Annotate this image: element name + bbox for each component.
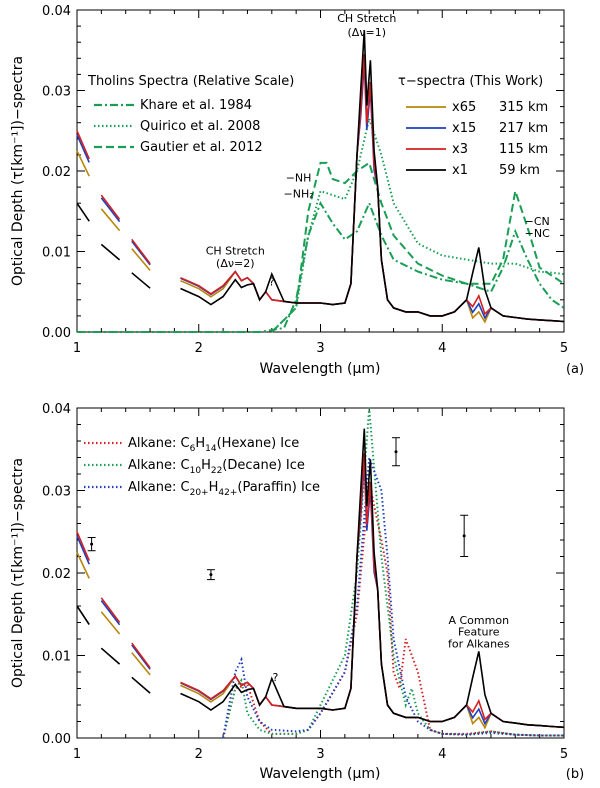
series-x1-line-b	[100, 647, 121, 665]
legend-factor-x1: x1	[452, 163, 468, 178]
error-bar-point	[462, 534, 466, 538]
series-x1-line-b	[180, 428, 565, 729]
legend-label-gautier: Gautier et al. 2012	[140, 140, 263, 155]
series-x3-line-a	[76, 130, 90, 160]
annotation-b: for Alkanes	[448, 637, 510, 650]
error-bar-point	[90, 542, 94, 546]
annotation-a: −NH	[286, 171, 312, 184]
x-tick-label-a: 2	[195, 341, 203, 356]
x-tick-label-a: 1	[73, 341, 81, 356]
series-x65-line-b	[76, 552, 90, 579]
y-tick-label-a: 0.00	[42, 326, 71, 341]
y-tick-label-a: 0.02	[42, 165, 71, 180]
annotation-a: (Δν=2)	[216, 257, 254, 270]
legend-factor-x65: x65	[452, 100, 476, 115]
series-x65-line-b	[131, 652, 151, 676]
series-x15-line-b	[76, 535, 90, 565]
tholins-legend-title: Tholins Spectra (Relative Scale)	[87, 74, 294, 89]
legend-alt-x15: 217 km	[499, 121, 548, 136]
panel-label-a: (a)	[566, 362, 584, 377]
x-tick-label-b: 4	[438, 747, 446, 762]
x-tick-label-a: 3	[316, 341, 324, 356]
annotation-a: −CN	[525, 215, 550, 228]
annotation-a: (Δν=1)	[348, 26, 386, 39]
legend-alt-x1: 59 km	[499, 163, 540, 178]
series-x65-line-a	[131, 248, 151, 271]
series-x1-line-b	[76, 605, 90, 625]
y-tick-label-b: 0.02	[42, 567, 71, 582]
tholin-series-2	[271, 161, 565, 333]
series-x65-line-a	[100, 208, 121, 232]
series-x3-line-b	[76, 531, 90, 561]
series-x3-line-b	[131, 642, 151, 669]
panel-a: 1 2 3 4 50.000.010.020.030.04 CH Stretch(Δν=…	[10, 4, 584, 377]
legend-factor-x15: x15	[452, 121, 476, 136]
series-x3-line-a	[100, 194, 121, 220]
x-tick-label-a: 5	[560, 341, 568, 356]
x-axis-label-a: Wavelength (µm)	[260, 361, 381, 377]
tholin-series-0	[77, 200, 565, 333]
series-x15-line-b	[131, 644, 151, 670]
legend-alt-x3: 115 km	[499, 142, 548, 157]
y-tick-label-a: 0.04	[42, 4, 71, 19]
annotation-a: CH Stretch	[206, 245, 265, 258]
x-tick-label-a: 4	[438, 341, 446, 356]
series-x15-line-a	[76, 134, 90, 163]
annotation-a: −NC	[525, 227, 550, 240]
annotation-b: ?	[273, 671, 279, 684]
x-axis-label-b: Wavelength (µm)	[260, 766, 381, 782]
x-tick-label-b: 3	[316, 747, 324, 762]
legend-label-hexane: Alkane: C6H14(Hexane) Ice	[128, 436, 299, 454]
series-x1-line-a	[180, 30, 565, 323]
annotation-a: −NH₂	[284, 188, 314, 201]
panel-label-b: (b)	[566, 767, 584, 782]
legend-label-decane: Alkane: C10H22(Decane) Ice	[128, 458, 305, 476]
series-x3-line-b	[100, 597, 121, 623]
y-tick-label-b: 0.04	[42, 402, 71, 417]
series-x65-line-a	[76, 150, 90, 177]
x-tick-label-b: 2	[195, 747, 203, 762]
y-tick-label-b: 0.00	[42, 732, 71, 747]
y-axis-label-b: Optical Depth (τ[km⁻¹])−spectra	[10, 458, 26, 688]
series-x1-line-a	[76, 202, 90, 222]
y-tick-label-a: 0.01	[42, 246, 71, 261]
legend-label-quirico: Quirico et al. 2008	[140, 119, 260, 134]
panel-b: 1 2 3 4 5 0.00 0.01 0.02 0.03 0.04 A CommonFeatur…	[10, 402, 584, 782]
error-bar-point	[394, 450, 398, 454]
legend-alt-x65: 315 km	[499, 100, 548, 115]
alkane-series-0	[222, 482, 564, 739]
y-tick-label-a: 0.03	[42, 85, 71, 100]
y-axis-label-a: Optical Depth (τ[km⁻¹])−spectra	[10, 56, 26, 286]
plot-frame-a	[76, 9, 565, 333]
series-x1-line-a	[131, 272, 151, 289]
series-x65-line-b	[100, 611, 121, 635]
legend-label-khare: Khare et al. 1984	[140, 98, 252, 113]
annotation-a: ?	[269, 275, 275, 288]
y-tick-label-b: 0.03	[42, 485, 71, 500]
error-bar-point	[209, 573, 213, 577]
annotation-b: Feature	[458, 626, 500, 639]
alkane-series-2	[222, 457, 564, 739]
y-tick-label-b: 0.01	[42, 650, 71, 665]
series-x15-line-a	[100, 197, 121, 223]
legend-factor-x3: x3	[452, 142, 468, 157]
x-tick-label-b: 1	[73, 747, 81, 762]
alkane-legend: Alkane: C6H14(Hexane) Ice Alkane: C10H22…	[84, 436, 320, 498]
tholins-legend: Tholins Spectra (Relative Scale) Khare e…	[87, 74, 294, 155]
series-x1-line-a	[100, 243, 121, 261]
tau-legend-title: τ−spectra (This Work)	[398, 74, 543, 89]
series-x15-line-a	[131, 240, 151, 266]
series-x15-line-b	[100, 600, 121, 626]
series-x3-line-a	[131, 238, 151, 265]
annotation-a: CH Stretch	[337, 12, 396, 25]
annotation-b: A Common	[448, 614, 509, 627]
legend-label-paraffin: Alkane: C20+H42+(Paraffin) Ice	[128, 480, 320, 498]
series-x1-line-b	[131, 676, 151, 694]
tau-legend: τ−spectra (This Work) x65 315 km x15 217…	[398, 74, 548, 178]
x-tick-label-b: 5	[560, 747, 568, 762]
